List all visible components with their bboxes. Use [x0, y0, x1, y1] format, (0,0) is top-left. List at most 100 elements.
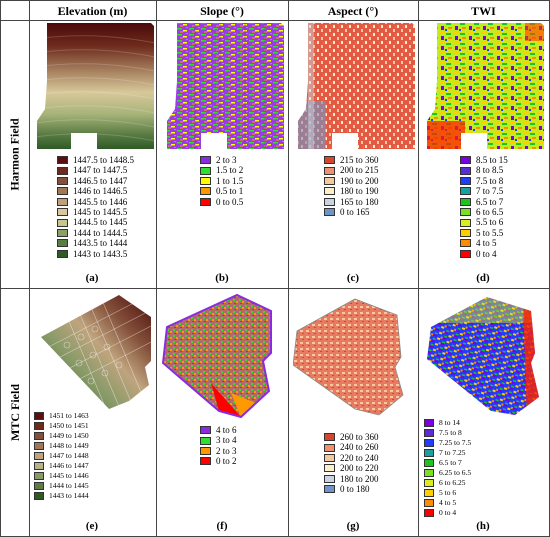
legend-swatch	[34, 472, 44, 480]
legend-item: 4 to 5	[424, 498, 471, 508]
legend-item: 1443 to 1443.5	[57, 249, 134, 259]
legend-item: 1447 to 1448	[34, 451, 89, 461]
legend-item: 7.5 to 8	[424, 428, 471, 438]
legend-label: 190 to 200	[340, 175, 379, 186]
legend-label: 7 to 7.25	[439, 448, 466, 457]
legend-item: 180 to 190	[324, 186, 379, 196]
legend-item: 1451 to 1463	[34, 411, 89, 421]
legend-swatch	[200, 446, 211, 455]
legend-swatch	[57, 208, 68, 217]
legend-item: 7 to 7.5	[460, 186, 508, 196]
legend-item: 1447.5 to 1448.5	[57, 155, 134, 165]
legend-item: 1447 to 1447.5	[57, 165, 134, 175]
legend-swatch	[57, 187, 68, 196]
legend-swatch	[460, 218, 471, 227]
legend-label: 4 to 5	[476, 238, 497, 249]
legend-swatch	[324, 156, 335, 165]
legend-label: 260 to 360	[340, 432, 379, 442]
legend-label: 7.5 to 8	[476, 175, 504, 186]
legend-label: 180 to 190	[340, 186, 379, 197]
legend-item: 180 to 200	[324, 474, 379, 484]
legend-label: 6 to 6.5	[476, 206, 504, 217]
panel-label-d: (d)	[476, 272, 490, 284]
column-header-slope: Slope (°)	[200, 4, 244, 18]
legend-label: 0.5 to 1	[216, 186, 244, 197]
legend-swatch	[424, 429, 434, 437]
legend-item: 6 to 6.25	[424, 478, 471, 488]
legend-swatch	[57, 228, 68, 237]
legend-item: 5 to 6	[424, 488, 471, 498]
legend-item: 1.5 to 2	[200, 165, 243, 175]
legend-swatch	[57, 239, 68, 248]
legend-item: 165 to 180	[324, 197, 379, 207]
legend-swatch	[200, 156, 211, 165]
legend-label: 1.5 to 2	[216, 165, 244, 176]
legend-swatch	[34, 452, 44, 460]
legend-item: 4 to 5	[460, 238, 508, 248]
legend-item: 1446 to 1447	[34, 461, 89, 471]
legend-item: 8.5 to 15	[460, 155, 508, 165]
harmon-twi-map	[427, 23, 544, 149]
legend-swatch	[424, 449, 434, 457]
legend-label: 1446 to 1447	[49, 461, 89, 470]
legend-item: 1444 to 1444.5	[57, 228, 134, 238]
legend-label: 1444 to 1444.5	[73, 227, 128, 238]
legend-label: 1443 to 1444	[49, 491, 89, 500]
legend-item: 1448 to 1449	[34, 441, 89, 451]
legend-label: 1448 to 1449	[49, 441, 89, 450]
legend-label: 6.25 to 6.5	[439, 468, 472, 477]
legend-label: 215 to 360	[340, 155, 379, 165]
legend-item: 1443 to 1444	[34, 491, 89, 501]
legend-swatch	[200, 457, 211, 466]
harmon-slope-map	[167, 23, 284, 149]
column-header-twi: TWI	[471, 4, 496, 18]
legend-swatch	[200, 197, 211, 206]
grid-line	[29, 1, 30, 536]
legend-item: 0 to 2	[200, 456, 237, 466]
legend-swatch	[460, 166, 471, 175]
legend-label: 1443 to 1443.5	[73, 248, 128, 259]
legend-item: 1 to 1.5	[200, 176, 243, 186]
legend-label: 6 to 6.25	[439, 478, 466, 487]
legend-swatch	[324, 443, 335, 452]
legend-swatch	[324, 433, 335, 442]
legend-item: 6.5 to 7	[460, 197, 508, 207]
legend-label: 240 to 260	[340, 442, 379, 453]
panel-label-a: (a)	[85, 272, 99, 284]
legend-item: 1444.5 to 1445	[57, 217, 134, 227]
legend-item: 260 to 360	[324, 432, 379, 442]
legend-label: 1444 to 1445	[49, 481, 89, 490]
legend-label: 1450 to 1451	[49, 421, 89, 430]
panel-label-g: (g)	[346, 520, 360, 532]
legend-label: 3 to 4	[216, 435, 237, 446]
legend-label: 165 to 180	[340, 196, 379, 207]
legend-swatch	[424, 489, 434, 497]
harmon-aspect-map	[298, 23, 415, 149]
legend-swatch	[200, 166, 211, 175]
legend-swatch	[460, 156, 471, 165]
legend-label: 1445 to 1445.5	[73, 206, 128, 217]
legend-label: 5.5 to 6	[476, 217, 504, 228]
legend-swatch	[460, 249, 471, 258]
legend-item: 6.25 to 6.5	[424, 468, 471, 478]
panel-label-e: (e)	[85, 520, 99, 532]
legend-label: 1451 to 1463	[49, 411, 89, 420]
legend-label: 5 to 5.5	[476, 227, 504, 238]
legend-label: 1447.5 to 1448.5	[73, 155, 135, 165]
panel-label-h: (h)	[476, 520, 490, 532]
legend-swatch	[57, 176, 68, 185]
grid-line	[288, 1, 289, 536]
grid-line	[156, 1, 157, 536]
grid-line	[1, 288, 549, 289]
legend-item: 2 to 3	[200, 155, 243, 165]
column-header-aspect: Aspect (°)	[327, 4, 379, 18]
legend-item: 2 to 3	[200, 446, 237, 456]
legend-item: 7.25 to 7.5	[424, 438, 471, 448]
legend-label: 1447 to 1447.5	[73, 165, 128, 176]
legend-swatch	[34, 492, 44, 500]
legend-swatch	[324, 485, 335, 494]
legend-swatch	[424, 419, 434, 427]
legend-item: 0 to 4	[460, 249, 508, 259]
legend-item: 0 to 165	[324, 207, 379, 217]
